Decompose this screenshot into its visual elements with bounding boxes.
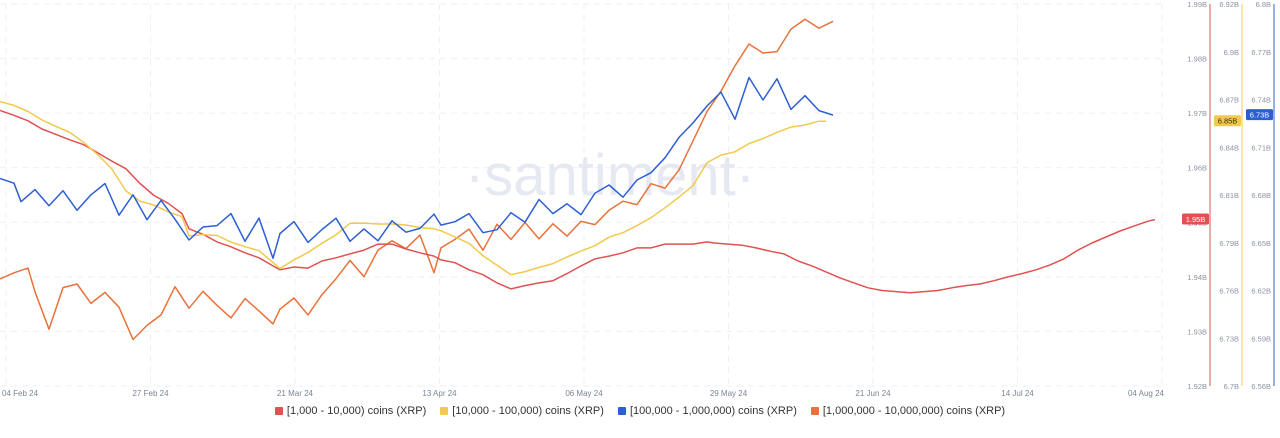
y-tick-label-blue: 6.74B: [1251, 96, 1271, 105]
x-tick-label: 21 Jun 24: [855, 389, 891, 398]
series-line-2: [0, 76, 834, 260]
y-tick-label-red: 1.92B: [1187, 382, 1207, 391]
y-tick-label-red: 1.94B: [1187, 273, 1207, 282]
legend-label: [1,000 - 10,000) coins (XRP): [286, 405, 427, 417]
y-tick-label-yellow: 6.76B: [1219, 287, 1239, 296]
legend-label: [10,000 - 100,000) coins (XRP): [452, 405, 604, 417]
legend-swatch: [440, 407, 449, 415]
legend-swatch: [617, 407, 626, 415]
current-value-badge-blue: [1246, 109, 1273, 121]
current-value-badge-yellow: [1214, 115, 1241, 127]
legend-item-1[interactable]: [10,000 - 100,000) coins (XRP): [440, 405, 604, 417]
y-tick-label-red: 1.99B: [1187, 0, 1207, 9]
legend-item-3[interactable]: [1,000,000 - 10,000,000) coins (XRP): [810, 405, 1006, 417]
y-tick-label-yellow: 6.79B: [1219, 239, 1239, 248]
legend-swatch: [274, 407, 283, 415]
legend-item-2[interactable]: [100,000 - 1,000,000) coins (XRP): [617, 405, 797, 417]
x-tick-label: 29 May 24: [710, 389, 748, 398]
current-value-label-blue: 6.73B: [1250, 111, 1270, 120]
y-tick-label-blue: 6.68B: [1251, 191, 1271, 200]
x-tick-label: 21 Mar 24: [277, 389, 314, 398]
y-axis-ticks: 1.99B 1.98B 1.97B 1.96B 1.95B 1.94B 1.93B 1.92B…: [1187, 0, 1271, 391]
series-layer: [0, 18, 1156, 341]
series-line-0: [0, 109, 1156, 294]
x-tick-label: 06 May 24: [565, 389, 603, 398]
series-line-3: [0, 18, 834, 341]
y-tick-label-blue: 6.65B: [1251, 239, 1271, 248]
y-tick-label-red: 1.93B: [1187, 327, 1207, 336]
current-value-label-yellow: 6.85B: [1218, 117, 1238, 126]
axes: [1209, 4, 1275, 386]
y-tick-label-blue: 6.59B: [1251, 334, 1271, 343]
y-tick-label-red: 1.96B: [1187, 164, 1207, 173]
current-value-label-red: 1.95B: [1186, 215, 1206, 224]
x-tick-label: 04 Feb 24: [2, 389, 39, 398]
y-tick-label-blue: 6.71B: [1251, 143, 1271, 152]
legend: [1,000 - 10,000) coins (XRP) [10,000 - 10…: [0, 405, 1280, 417]
x-tick-label: 04 Aug 24: [1128, 389, 1165, 398]
x-tick-label: 14 Jul 24: [1001, 389, 1034, 398]
x-tick-label: 13 Apr 24: [422, 389, 457, 398]
x-axis-ticks: 04 Feb 24 27 Feb 24 21 Mar 24 13 Apr 24 06 M…: [2, 389, 1165, 398]
y-tick-label-blue: 6.56B: [1251, 382, 1271, 391]
y-tick-label-yellow: 6.84B: [1219, 143, 1239, 152]
y-tick-label-blue: 6.62B: [1251, 287, 1271, 296]
y-tick-label-yellow: 6.81B: [1219, 191, 1239, 200]
x-tick-label: 27 Feb 24: [132, 389, 169, 398]
legend-item-0[interactable]: [1,000 - 10,000) coins (XRP): [274, 405, 427, 417]
grid: [0, 3, 1163, 387]
y-tick-label-blue: 6.8B: [1256, 0, 1271, 9]
y-tick-label-yellow: 6.73B: [1219, 334, 1239, 343]
legend-label: [100,000 - 1,000,000) coins (XRP): [629, 405, 797, 417]
current-value-badges: 1.95B 6.85B 6.73B: [1182, 109, 1273, 225]
y-tick-label-red: 1.98B: [1187, 55, 1207, 64]
series-line-1: [0, 100, 826, 276]
legend-label: [1,000,000 - 10,000,000) coins (XRP): [822, 405, 1006, 417]
y-tick-label-blue: 6.77B: [1251, 48, 1271, 57]
y-tick-label-yellow: 6.7B: [1224, 382, 1239, 391]
santiment-watermark: ·santiment·: [465, 143, 755, 208]
y-tick-label-red: 1.97B: [1187, 109, 1207, 118]
current-value-badge-red: [1182, 213, 1209, 225]
y-tick-label-yellow: 6.9B: [1224, 48, 1239, 57]
y-tick-label-yellow: 6.87B: [1219, 96, 1239, 105]
y-tick-label-yellow: 6.92B: [1219, 0, 1239, 9]
legend-swatch: [810, 407, 819, 415]
